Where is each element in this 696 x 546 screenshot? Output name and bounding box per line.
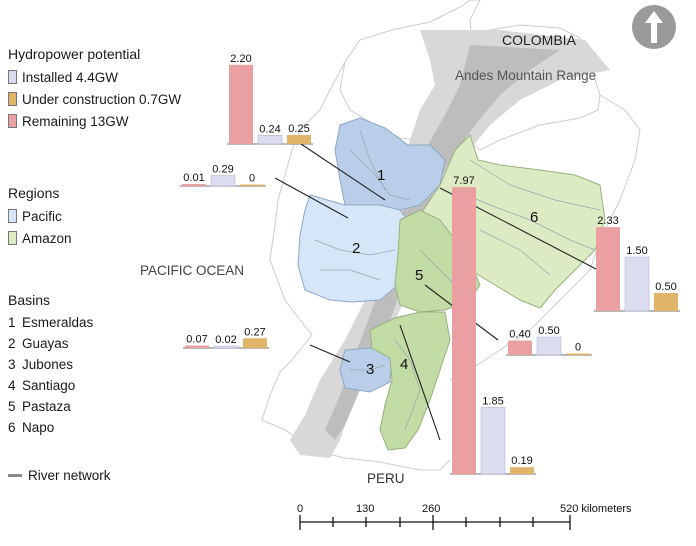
- legend-basin-3: 3 Jubones: [8, 357, 74, 372]
- bar-installed-basin-4: [480, 407, 506, 475]
- basin-4-santiago: [369, 311, 451, 451]
- scale-label-260: 260: [422, 503, 441, 515]
- north-arrow: [632, 5, 676, 49]
- bar-label-installed-basin-6: 1.50: [626, 245, 647, 257]
- bar-label-remaining-basin-6: 2.33: [597, 215, 618, 227]
- coastline-north: [261, 61, 451, 471]
- bar-remaining-basin-2: [182, 184, 206, 186]
- legend-label-pacific: Pacific: [22, 208, 62, 224]
- bar-installed-basin-2: [210, 175, 236, 187]
- legend-basin-4: 4 Santiago: [8, 378, 76, 393]
- legend-regions: Regions Pacific Amazon: [8, 185, 72, 249]
- hydropower-bar-charts: 2.20 0.24 0.25 0.01 0.29 0 0.07 0.02 0.27 7.97 1.8…: [180, 53, 680, 475]
- swatch-pacific: [8, 209, 17, 223]
- basin-number-1: 1: [377, 167, 386, 184]
- bar-label-under-construction-basin-4: 0.19: [511, 455, 532, 467]
- legend-item-under-construction: Under construction 0.7GW: [8, 88, 181, 110]
- swatch-amazon: [8, 231, 17, 245]
- legend-hydropower: Hydropower potential Installed 4.4GW Und…: [8, 46, 181, 132]
- legend-label-river: River network: [28, 468, 111, 483]
- north-arrow-icon: [645, 11, 663, 43]
- andes-mountains-dark: [325, 45, 560, 440]
- label-pacific-ocean: PACIFIC OCEAN: [140, 263, 245, 278]
- basin-number-6: 6: [530, 209, 539, 226]
- bar-under-construction-basin-1: [287, 135, 311, 144]
- bar-label-installed-basin-2: 0.29: [212, 164, 233, 176]
- basin-1-esmeraldas: [334, 117, 446, 211]
- basin-number-5: 5: [415, 267, 424, 284]
- bar-label-remaining-basin-5: 0.40: [509, 329, 530, 341]
- basin-number-3: 3: [366, 361, 375, 378]
- legend-item-pacific: Pacific: [8, 205, 72, 227]
- label-colombia: COLOMBIA: [502, 32, 576, 48]
- bar-label-under-construction-basin-1: 0.25: [288, 123, 309, 135]
- legend-regions-title: Regions: [8, 185, 60, 201]
- scale-label-130: 130: [356, 503, 375, 515]
- bar-label-installed-basin-1: 0.24: [259, 123, 280, 135]
- bar-remaining-basin-3: [185, 345, 209, 348]
- bar-label-installed-basin-3: 0.02: [215, 334, 236, 346]
- bar-label-under-construction-basin-3: 0.27: [244, 326, 265, 338]
- legend-basin-5: 5 Pastaza: [8, 399, 71, 414]
- bar-installed-basin-6: [624, 256, 650, 312]
- basin-number-4: 4: [400, 356, 409, 373]
- legend-basin-2: 2 Guayas: [8, 336, 69, 351]
- legend-label-remaining: Remaining 13GW: [22, 113, 129, 129]
- bar-label-remaining-basin-3: 0.07: [186, 333, 207, 345]
- bar-label-under-construction-basin-2: 0: [249, 173, 255, 185]
- legend-hydropower-title: Hydropower potential: [8, 46, 141, 62]
- bar-under-construction-basin-3: [243, 338, 267, 348]
- legend-basins: Basins 1 Esmeraldas 2 Guayas 3 Jubones 4 San…: [8, 292, 93, 438]
- bar-label-installed-basin-4: 1.85: [482, 395, 503, 407]
- bar-under-construction-basin-4: [510, 467, 534, 474]
- legend-label-installed: Installed 4.4GW: [22, 69, 119, 85]
- bar-installed-basin-1: [257, 135, 283, 145]
- legend-river-network: River network: [8, 468, 111, 483]
- river-network-icon: [8, 474, 22, 477]
- scale-bar: [299, 515, 571, 530]
- bar-remaining-basin-1: [229, 64, 253, 144]
- river-network: [314, 129, 601, 431]
- bar-under-construction-basin-2: [240, 184, 264, 186]
- bar-remaining-basin-5: [508, 340, 532, 355]
- legend-label-amazon: Amazon: [22, 230, 72, 246]
- label-peru: PERU: [367, 471, 405, 486]
- bar-under-construction-basin-6: [654, 293, 678, 311]
- bar-label-remaining-basin-1: 2.20: [230, 53, 251, 65]
- scale-label-520: 520 kilometers: [560, 503, 632, 515]
- swatch-installed: [8, 70, 17, 84]
- legend-item-remaining: Remaining 13GW: [8, 110, 181, 132]
- legend-item-installed: Installed 4.4GW: [8, 66, 181, 88]
- legend-basin-1: 1 Esmeraldas: [8, 315, 94, 330]
- swatch-remaining: [8, 114, 17, 128]
- bar-label-under-construction-basin-6: 0.50: [655, 281, 676, 293]
- bar-under-construction-basin-5: [566, 353, 590, 355]
- bar-remaining-basin-4: [452, 187, 476, 474]
- border-east: [449, 94, 641, 381]
- legend-basins-title: Basins: [8, 292, 51, 308]
- bar-label-remaining-basin-4: 7.97: [453, 175, 474, 187]
- bar-label-installed-basin-5: 0.50: [538, 325, 559, 337]
- basin-2-guayas: [297, 194, 416, 303]
- legend-item-amazon: Amazon: [8, 227, 72, 249]
- bar-remaining-basin-6: [596, 227, 620, 311]
- bar-installed-basin-5: [536, 336, 562, 356]
- swatch-under-construction: [8, 92, 17, 106]
- label-andes: Andes Mountain Range: [455, 68, 597, 83]
- legend-label-under-construction: Under construction 0.7GW: [22, 91, 182, 107]
- basin-number-2: 2: [352, 240, 361, 257]
- bar-label-remaining-basin-2: 0.01: [183, 172, 204, 184]
- scale-label-0: 0: [297, 503, 304, 515]
- bar-label-under-construction-basin-5: 0: [575, 342, 581, 354]
- legend-basin-6: 6 Napo: [8, 420, 55, 435]
- bar-installed-basin-3: [213, 345, 239, 349]
